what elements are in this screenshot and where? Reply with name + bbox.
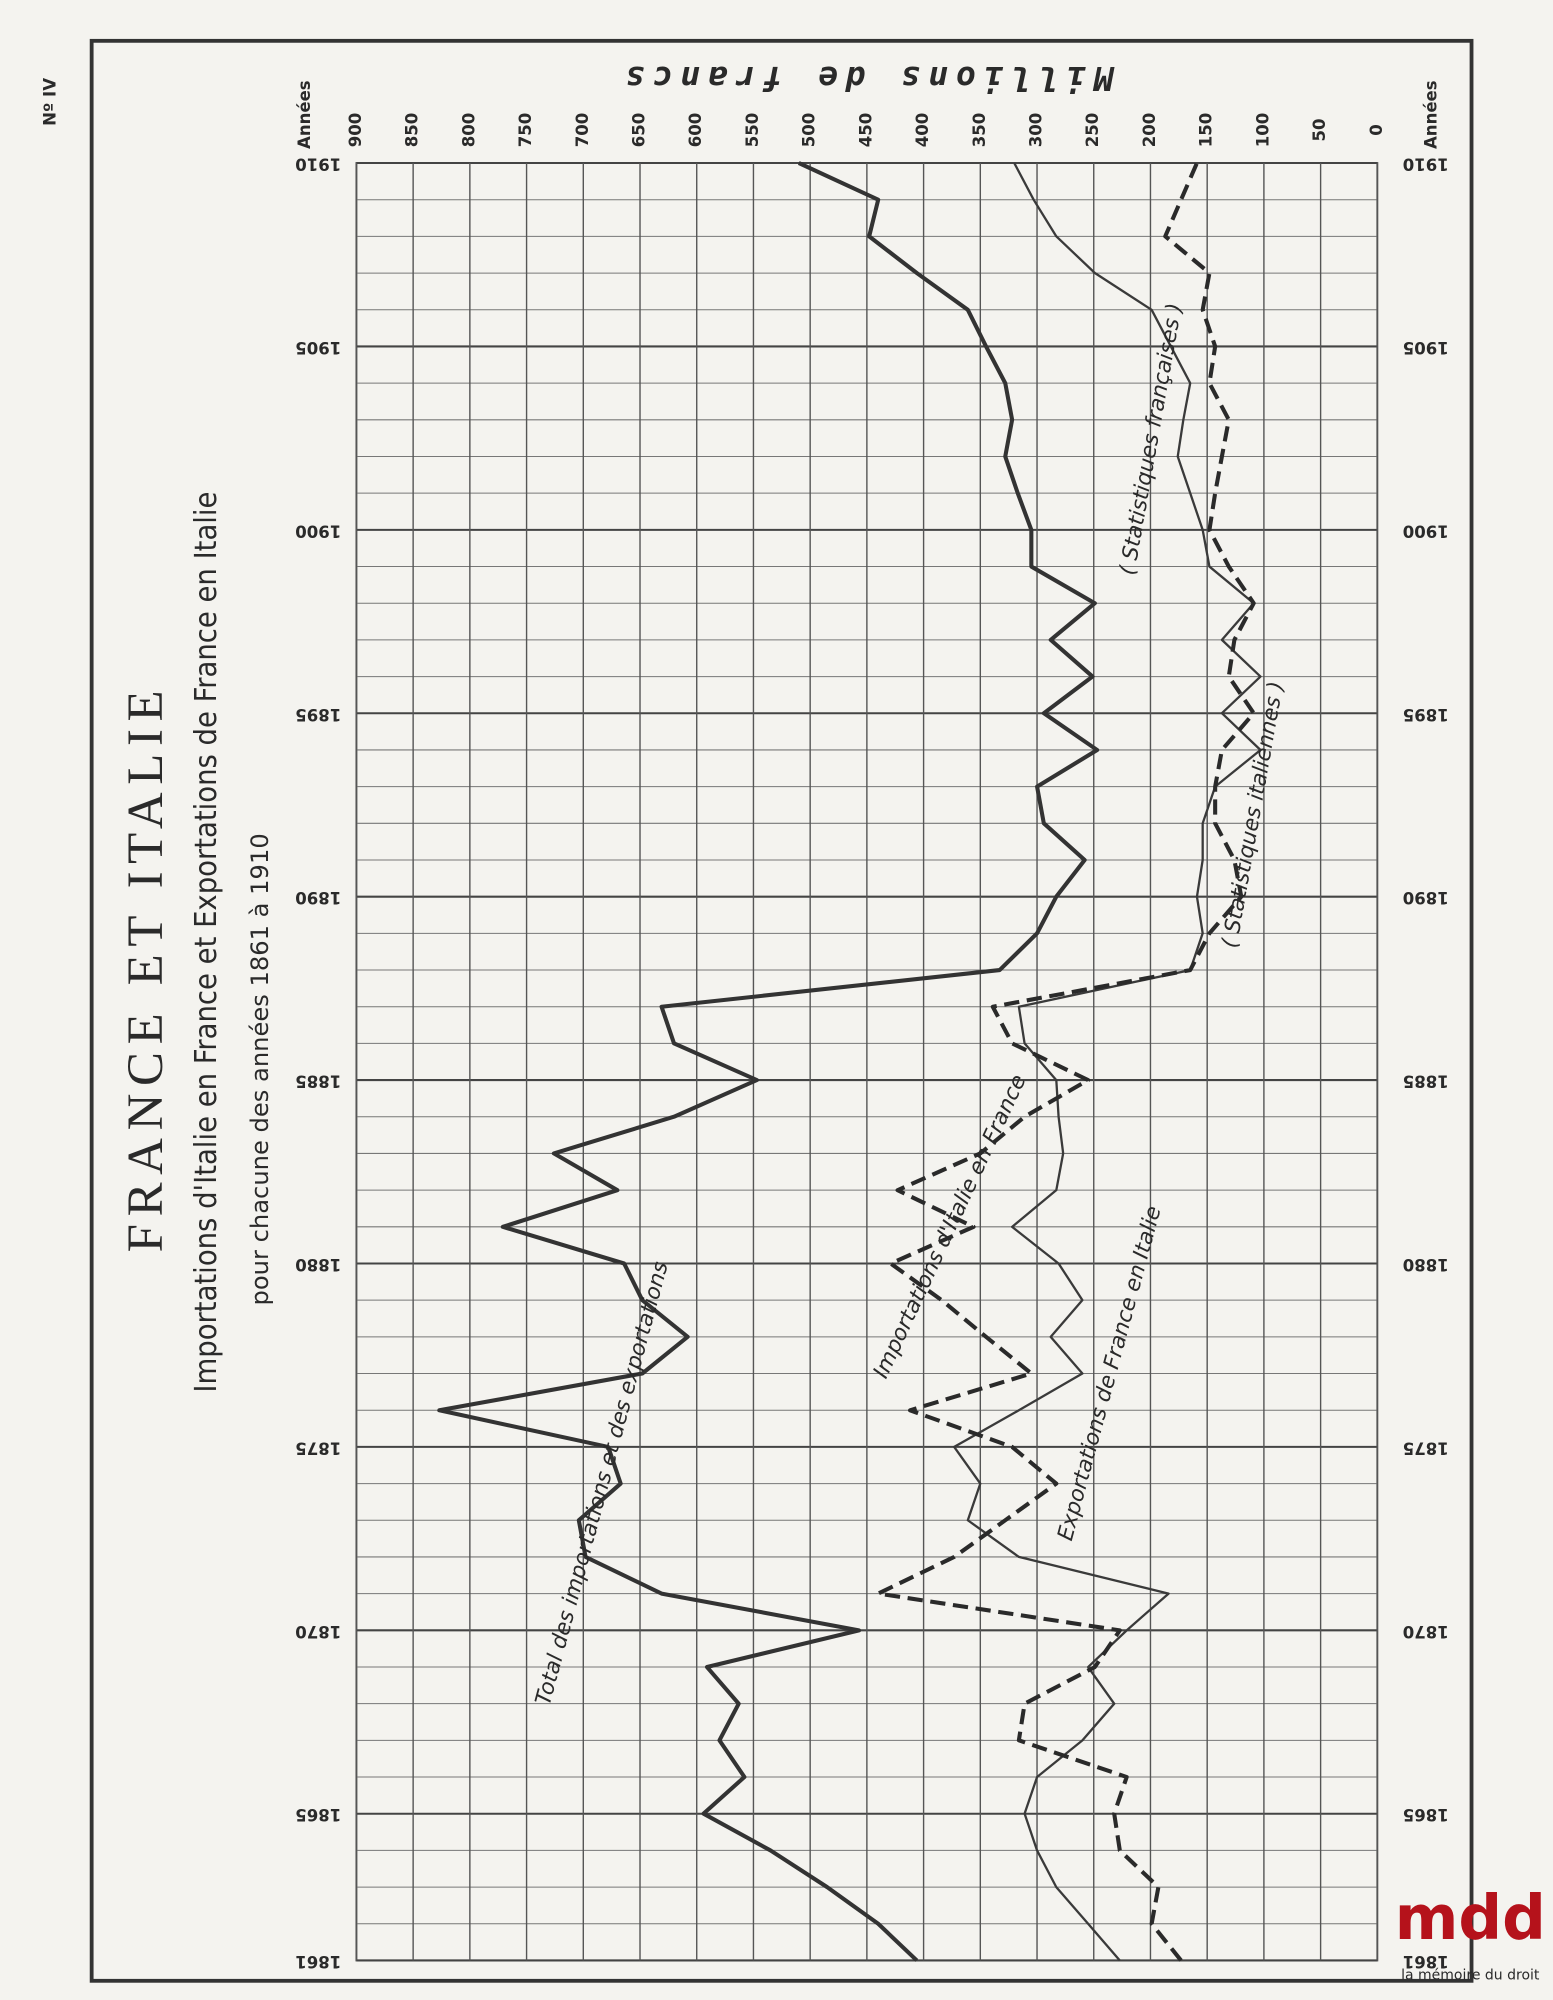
year-tick-label: 1910 <box>295 155 341 174</box>
year-tick-label: 1875 <box>1403 1438 1449 1457</box>
year-tick-label: 1861 <box>295 1952 341 1971</box>
y-tick-label: 600 <box>686 113 705 148</box>
y-tick-label: 100 <box>1253 113 1272 148</box>
chart-subtitle-2: pour chacune des années 1861 à 1910 <box>246 833 274 1305</box>
y-tick-label: 50 <box>1310 118 1329 141</box>
year-tick-label: 1880 <box>295 1255 341 1274</box>
year-tick-label: 1865 <box>295 1805 341 1824</box>
y-tick-label: 700 <box>573 113 592 148</box>
year-tick-label: 1895 <box>1403 705 1449 724</box>
year-axis-label: Années <box>1422 80 1441 149</box>
chart-subtitle: Importations d'Italie en France et Expor… <box>189 492 224 1393</box>
y-tick-label: 0 <box>1367 124 1386 136</box>
year-tick-label: 1890 <box>295 888 341 907</box>
year-tick-label: 1870 <box>295 1622 341 1641</box>
year-tick-label: 1895 <box>295 705 341 724</box>
year-tick-label: 1910 <box>1403 155 1449 174</box>
y-tick-label: 350 <box>970 113 989 148</box>
y-tick-label: 450 <box>856 113 875 148</box>
logo-caption: la mémoire du droit <box>1401 1968 1540 1984</box>
year-tick-label: 1885 <box>1403 1072 1449 1091</box>
y-tick-label: 300 <box>1027 113 1046 148</box>
logo: mdd <box>1395 1883 1546 1954</box>
y-tick-label: 800 <box>459 113 478 148</box>
year-tick-label: 1865 <box>1403 1805 1449 1824</box>
value-axis-label: Millions de francs <box>618 59 1115 98</box>
year-tick-label: 1890 <box>1403 888 1449 907</box>
y-tick-label: 550 <box>743 113 762 148</box>
year-axis-label: Années <box>295 80 314 149</box>
year-tick-label: 1875 <box>295 1438 341 1457</box>
y-tick-label: 750 <box>516 113 535 148</box>
year-tick-label: 1880 <box>1403 1255 1449 1274</box>
chart-title: FRANCE ET ITALIE <box>118 683 174 1253</box>
year-tick-label: 1861 <box>1403 1952 1449 1971</box>
y-tick-label: 500 <box>800 113 819 148</box>
year-tick-label: 1885 <box>295 1072 341 1091</box>
year-tick-label: 1870 <box>1403 1622 1449 1641</box>
y-tick-label: 250 <box>1083 113 1102 148</box>
page-label: Nº IV <box>40 78 59 126</box>
frame <box>89 38 1474 1983</box>
y-tick-label: 150 <box>1197 113 1216 148</box>
y-tick-label: 400 <box>913 113 932 148</box>
year-tick-label: 1905 <box>1403 338 1449 357</box>
y-tick-label: 650 <box>630 113 649 148</box>
year-tick-label: 1900 <box>295 521 341 540</box>
series-line <box>437 161 1100 1962</box>
series-line <box>876 162 1256 1962</box>
y-tick-label: 200 <box>1140 113 1159 148</box>
year-tick-label: 1905 <box>295 338 341 357</box>
series-line <box>953 162 1262 1962</box>
y-tick-label: 850 <box>403 113 422 148</box>
y-tick-label: 900 <box>346 113 365 148</box>
year-tick-label: 1900 <box>1403 521 1449 540</box>
